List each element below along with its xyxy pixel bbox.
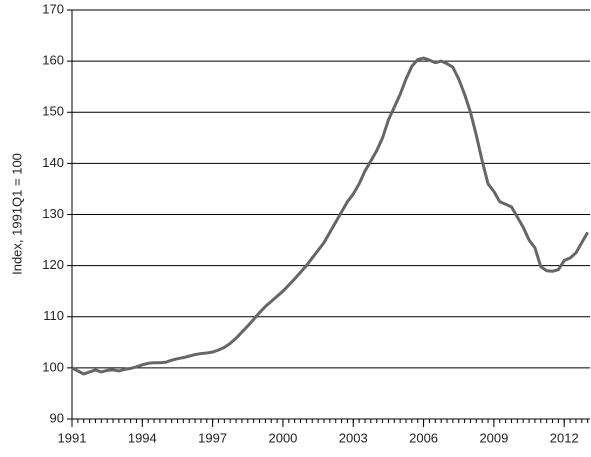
x-tick-label: 2003 [339, 430, 368, 445]
y-tick-label: 90 [50, 410, 64, 425]
y-tick-label: 120 [42, 257, 64, 272]
y-tick-label: 140 [42, 155, 64, 170]
y-tick-label: 160 [42, 53, 64, 68]
x-tick-label: 1991 [58, 430, 87, 445]
y-tick-label: 100 [42, 359, 64, 374]
x-tick-label: 2012 [550, 430, 579, 445]
y-axis-title: Index, 1991Q1 = 100 [9, 153, 24, 275]
x-tick-label: 2009 [479, 430, 508, 445]
y-tick-label: 150 [42, 104, 64, 119]
y-tick-label: 130 [42, 206, 64, 221]
x-tick-label: 1997 [198, 430, 227, 445]
data-line [71, 56, 589, 376]
x-tick-label: 1994 [128, 430, 157, 445]
y-tick-label: 170 [42, 1, 64, 16]
x-tick-label: 2006 [409, 430, 438, 445]
y-tick-label: 110 [43, 308, 64, 323]
x-tick-label: 2000 [268, 430, 297, 445]
